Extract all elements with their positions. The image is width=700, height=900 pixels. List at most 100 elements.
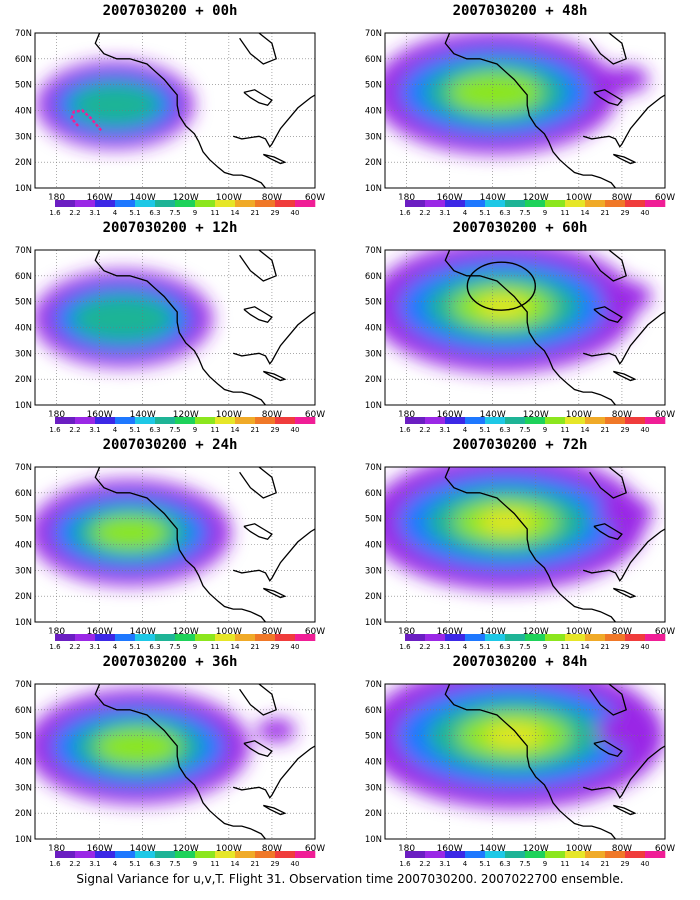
lon-tick-label: 100W	[216, 410, 242, 420]
colorbar-swatch	[625, 634, 646, 641]
lat-tick-label: 10N	[365, 618, 382, 628]
colorbar-swatch	[275, 851, 296, 858]
colorbar-label: 3.1	[439, 860, 450, 868]
colorbar-swatch	[175, 200, 196, 207]
colorbar-label: 40	[291, 860, 300, 868]
colorbar-swatch	[585, 634, 606, 641]
map-figure: 10N 20N 30N 40N 50N 60N 70N 180 160W 140W 120W 100W…	[365, 29, 675, 217]
colorbar-swatch	[75, 851, 96, 858]
colorbar-label: 40	[641, 209, 650, 217]
colorbar-swatch	[465, 634, 486, 641]
colorbar-swatch	[235, 200, 256, 207]
map-panel: 10N 20N 30N 40N 50N 60N 70N 180 160W 140W 120W 100W…	[0, 220, 340, 435]
colorbar-label: 2.2	[419, 209, 430, 217]
colorbar-label: 5.1	[479, 426, 490, 434]
map-frame	[34, 466, 316, 623]
map-panel: 10N 20N 30N 40N 50N 60N 70N 180 160W 140W 120W 100W…	[0, 437, 340, 652]
colorbar-label: 14	[231, 426, 240, 434]
colorbar-swatch	[625, 851, 646, 858]
colorbar-label: 4	[463, 860, 468, 868]
lon-tick-label: 80W	[612, 627, 632, 637]
colorbar-swatch	[295, 417, 316, 424]
colorbar-label: 29	[621, 209, 630, 217]
lon-tick-label: 80W	[612, 193, 632, 203]
variance-field	[385, 250, 652, 373]
lon-tick-label: 120W	[173, 627, 199, 637]
figure-caption: Signal Variance for u,v,T. Flight 31. Ob…	[76, 872, 624, 886]
colorbar-label: 5.1	[479, 860, 490, 868]
colorbar-swatch	[525, 200, 546, 207]
colorbar-label: 4	[463, 426, 468, 434]
lat-tick-label: 60N	[365, 55, 382, 65]
map-panel: 10N 20N 30N 40N 50N 60N 70N 180 160W 140W 120W 100W…	[350, 220, 690, 435]
grid-lines	[385, 467, 665, 622]
lon-tick-label: 140W	[480, 193, 506, 203]
colorbar-label: 4	[113, 643, 118, 651]
colorbar-label: 21	[601, 643, 610, 651]
colorbar-label: 2.2	[69, 209, 80, 217]
lat-tick-label: 50N	[365, 732, 382, 742]
lon-tick-label: 180	[398, 627, 415, 637]
colorbar-label: 7.5	[519, 209, 530, 217]
colorbar-label: 21	[251, 426, 260, 434]
colorbar-swatch	[384, 199, 406, 208]
colorbar-label: 29	[621, 426, 630, 434]
lat-tick-label: 10N	[15, 184, 32, 194]
lat-tick-label: 60N	[15, 706, 32, 716]
colorbar-label: 40	[641, 643, 650, 651]
colorbar-label: 4	[463, 643, 468, 651]
colorbar-swatch	[115, 200, 136, 207]
lon-tick-label: 60W	[655, 193, 675, 203]
map-frame	[384, 466, 666, 623]
lat-tick-label: 10N	[15, 618, 32, 628]
colorbar-label: 7.5	[519, 643, 530, 651]
map-frame	[34, 32, 316, 189]
lat-tick-label: 40N	[365, 107, 382, 117]
lon-tick-label: 120W	[523, 193, 549, 203]
colorbar-label: 11	[211, 426, 220, 434]
map-figure: 10N 20N 30N 40N 50N 60N 70N 180 160W 140W 120W 100W…	[365, 463, 675, 651]
colorbar-swatch	[235, 851, 256, 858]
lon-tick-label: 100W	[216, 627, 242, 637]
colorbar-swatch	[525, 634, 546, 641]
colorbar-swatch	[135, 851, 156, 858]
lon-tick-label: 160W	[437, 627, 463, 637]
coastline	[94, 33, 315, 188]
lat-tick-label: 10N	[15, 401, 32, 411]
colorbar-label: 14	[581, 860, 590, 868]
colorbar-swatch	[585, 851, 606, 858]
colorbar-label: 11	[211, 860, 220, 868]
lat-tick-label: 70N	[15, 680, 32, 690]
colorbar: 1.6 2.2 3.1 4 5.1 6.3 7.5 9 11 14 21 29 40	[34, 199, 316, 217]
colorbar-label: 9	[193, 643, 197, 651]
lon-tick-label: 160W	[87, 844, 113, 854]
map-frame	[34, 249, 316, 406]
colorbar-swatch	[384, 416, 406, 425]
colorbar-label: 6.3	[149, 860, 160, 868]
lon-tick-label: 180	[398, 410, 415, 420]
colorbar-label: 2.2	[419, 643, 430, 651]
map-frame	[34, 683, 316, 840]
colorbar-swatch	[34, 633, 56, 642]
colorbar-swatch	[215, 634, 236, 641]
colorbar-label: 3.1	[439, 426, 450, 434]
colorbar-label: 29	[621, 860, 630, 868]
colorbar-label: 6.3	[499, 643, 510, 651]
variance-field	[35, 479, 231, 586]
colorbar-swatch	[545, 634, 566, 641]
colorbar-label: 1.6	[399, 860, 411, 868]
lat-tick-label: 70N	[365, 680, 382, 690]
map-figure: 10N 20N 30N 40N 50N 60N 70N 180 160W 140W 120W 100W…	[15, 680, 325, 868]
colorbar-swatch	[215, 200, 236, 207]
lon-tick-label: 60W	[305, 193, 325, 203]
colorbar-swatch	[645, 634, 666, 641]
colorbar-swatch	[485, 634, 506, 641]
lat-tick-label: 10N	[365, 184, 382, 194]
lat-tick-label: 50N	[365, 81, 382, 91]
grid-lines	[385, 684, 665, 839]
colorbar-label: 29	[271, 209, 280, 217]
lat-tick-label: 60N	[365, 272, 382, 282]
colorbar: 1.6 2.2 3.1 4 5.1 6.3 7.5 9 11 14 21 29 40	[34, 416, 316, 434]
colorbar-swatch	[645, 200, 666, 207]
colorbar-label: 6.3	[149, 643, 160, 651]
